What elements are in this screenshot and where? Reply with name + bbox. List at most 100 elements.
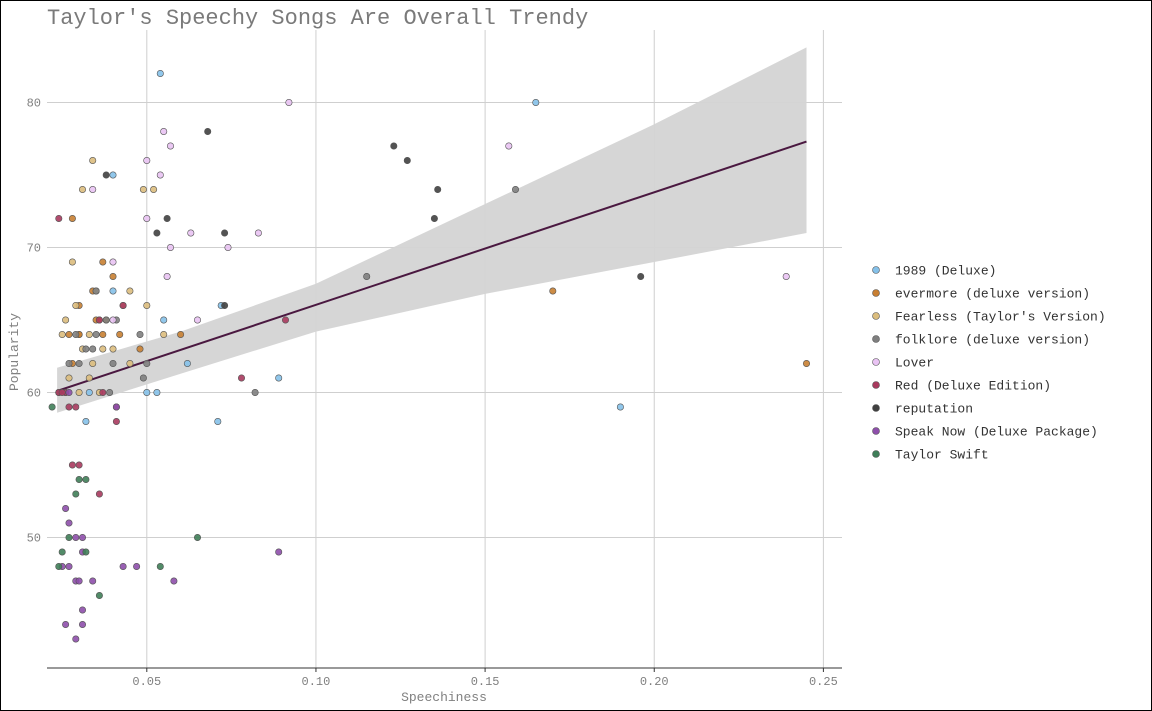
data-point bbox=[116, 330, 124, 338]
x-axis-ticks: 0.05 0.10 0.15 0.20 0.25 bbox=[132, 668, 838, 689]
data-point bbox=[79, 533, 87, 541]
data-point bbox=[72, 533, 80, 541]
data-point bbox=[156, 171, 164, 179]
data-point bbox=[85, 330, 93, 338]
legend-key bbox=[872, 266, 880, 274]
data-point bbox=[119, 301, 127, 309]
data-point bbox=[238, 374, 246, 382]
data-point bbox=[126, 287, 134, 295]
data-point bbox=[285, 99, 293, 107]
y-tick-label: 50 bbox=[27, 532, 41, 546]
data-point bbox=[194, 533, 202, 541]
y-axis-ticks: 50 60 70 80 bbox=[27, 97, 41, 546]
data-point bbox=[549, 287, 557, 295]
data-point bbox=[153, 229, 161, 237]
data-point bbox=[505, 142, 513, 150]
data-point bbox=[85, 388, 93, 396]
data-point bbox=[65, 374, 73, 382]
data-point bbox=[126, 359, 134, 367]
data-point bbox=[89, 345, 97, 353]
data-point bbox=[79, 186, 87, 194]
x-tick-label: 0.05 bbox=[132, 675, 161, 689]
data-point bbox=[183, 359, 191, 367]
data-point bbox=[65, 388, 73, 396]
data-point bbox=[109, 345, 117, 353]
data-point bbox=[139, 186, 147, 194]
legend-key bbox=[872, 312, 880, 320]
x-tick-label: 0.10 bbox=[302, 675, 331, 689]
data-point bbox=[434, 186, 442, 194]
data-point bbox=[89, 577, 97, 585]
data-point bbox=[163, 272, 171, 280]
legend-key bbox=[872, 358, 880, 366]
data-point bbox=[156, 562, 164, 570]
data-point bbox=[79, 620, 87, 628]
y-tick-label: 80 bbox=[27, 97, 41, 111]
data-point bbox=[72, 635, 80, 643]
data-point bbox=[48, 403, 56, 411]
data-point bbox=[109, 359, 117, 367]
data-point bbox=[75, 359, 83, 367]
legend-key bbox=[872, 289, 880, 297]
legend-label: Speak Now (Deluxe Package) bbox=[895, 425, 1098, 440]
data-point bbox=[430, 215, 438, 223]
data-point bbox=[112, 417, 120, 425]
data-point bbox=[72, 330, 80, 338]
legend-key bbox=[872, 381, 880, 389]
data-point bbox=[275, 374, 283, 382]
data-point bbox=[403, 157, 411, 165]
data-point bbox=[55, 562, 63, 570]
data-point bbox=[163, 215, 171, 223]
trend-line bbox=[56, 140, 807, 392]
data-point bbox=[102, 171, 110, 179]
data-point bbox=[532, 99, 540, 107]
data-point bbox=[143, 157, 151, 165]
data-point bbox=[65, 330, 73, 338]
x-axis-title: Speechiness bbox=[401, 690, 487, 705]
data-point bbox=[65, 533, 73, 541]
legend-label: Taylor Swift bbox=[895, 448, 989, 463]
data-point bbox=[136, 330, 144, 338]
data-point bbox=[109, 316, 117, 324]
data-point bbox=[109, 171, 117, 179]
data-point bbox=[251, 388, 259, 396]
data-point bbox=[156, 70, 164, 78]
y-tick-label: 70 bbox=[27, 242, 41, 256]
data-point bbox=[160, 316, 168, 324]
y-axis-title: Popularity bbox=[7, 313, 22, 391]
data-point bbox=[143, 388, 151, 396]
legend: 1989 (Deluxe) evermore (deluxe version) Fe… bbox=[872, 264, 1106, 463]
data-point bbox=[187, 229, 195, 237]
legend-label: 1989 (Deluxe) bbox=[895, 264, 996, 279]
data-point bbox=[82, 548, 90, 556]
data-point bbox=[58, 330, 66, 338]
data-point bbox=[106, 388, 114, 396]
data-point bbox=[204, 128, 212, 136]
data-point bbox=[95, 591, 103, 599]
data-point bbox=[511, 186, 519, 194]
data-point bbox=[62, 316, 70, 324]
data-point bbox=[65, 562, 73, 570]
data-point bbox=[133, 562, 141, 570]
data-point bbox=[143, 301, 151, 309]
data-point bbox=[55, 215, 63, 223]
legend-label: Lover bbox=[895, 356, 934, 371]
data-point bbox=[62, 504, 70, 512]
data-point bbox=[79, 606, 87, 614]
legend-key bbox=[872, 427, 880, 435]
data-point bbox=[68, 461, 76, 469]
data-point bbox=[99, 330, 107, 338]
data-point bbox=[65, 403, 73, 411]
data-point bbox=[254, 229, 262, 237]
legend-label: folklore (deluxe version) bbox=[895, 333, 1090, 348]
data-point bbox=[281, 316, 289, 324]
data-point bbox=[95, 490, 103, 498]
x-tick-label: 0.25 bbox=[809, 675, 838, 689]
data-point bbox=[89, 157, 97, 165]
data-point bbox=[75, 388, 83, 396]
data-point bbox=[782, 272, 790, 280]
legend-label: Red (Deluxe Edition) bbox=[895, 379, 1051, 394]
data-point bbox=[75, 475, 83, 483]
data-point bbox=[58, 388, 66, 396]
legend-key bbox=[872, 450, 880, 458]
